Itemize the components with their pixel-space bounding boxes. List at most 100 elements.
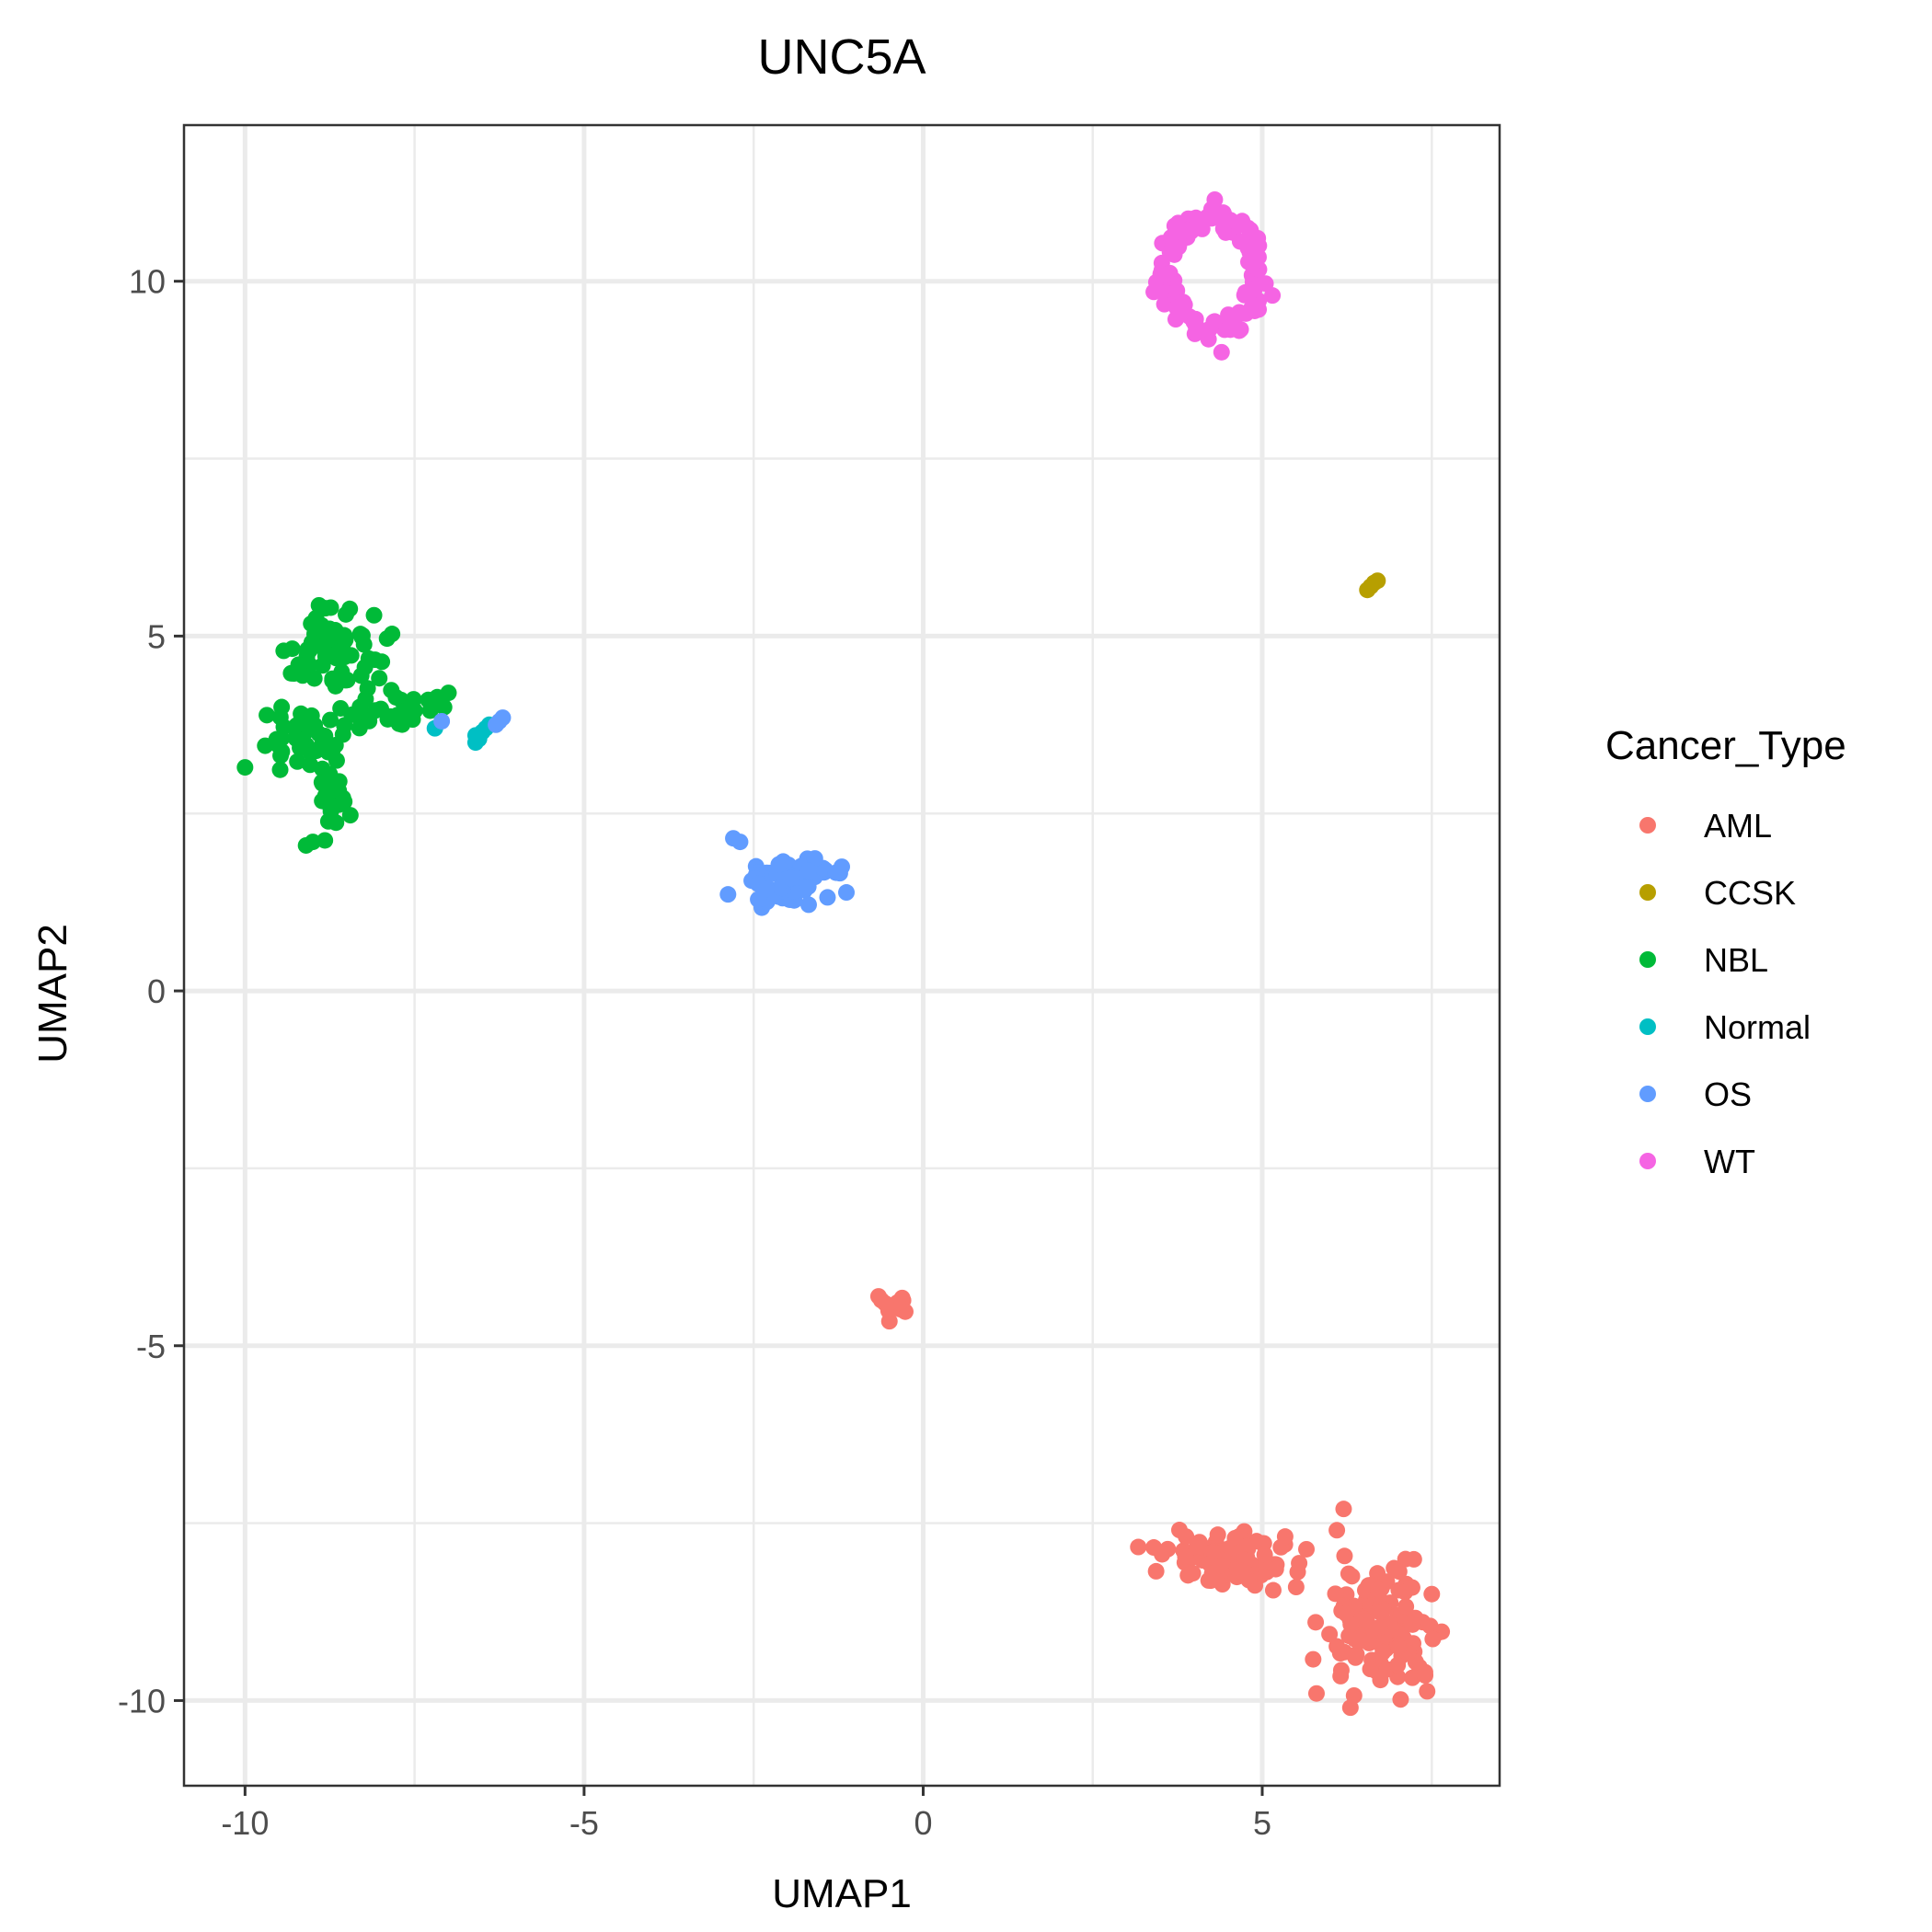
point-aml [1405, 1550, 1422, 1568]
point-wt [1162, 229, 1179, 247]
point-nbl [236, 759, 254, 776]
series-wt [1145, 190, 1282, 361]
point-aml [1362, 1661, 1379, 1678]
point-aml [1256, 1546, 1273, 1563]
point-nbl [327, 677, 344, 695]
point-aml [1177, 1547, 1194, 1565]
point-ccsk [1362, 578, 1379, 595]
point-aml [1232, 1562, 1249, 1580]
point-nbl [314, 733, 331, 751]
point-wt [1187, 310, 1204, 328]
point-os [782, 869, 799, 887]
point-wt [1193, 220, 1211, 237]
point-nbl [316, 623, 333, 640]
legend-label-nbl: NBL [1704, 941, 1768, 979]
point-wt [1206, 190, 1224, 208]
legend-key-normal [1639, 1018, 1656, 1035]
point-wt [1157, 266, 1175, 283]
point-os [819, 889, 836, 906]
point-aml [1189, 1537, 1206, 1555]
point-aml [1209, 1526, 1226, 1544]
point-wt [1186, 325, 1203, 342]
point-nbl [305, 834, 322, 851]
point-nbl [371, 670, 388, 687]
point-os [806, 850, 823, 868]
point-aml [1357, 1613, 1374, 1630]
point-aml [1291, 1555, 1308, 1572]
point-nbl [316, 648, 334, 665]
chart-title: UNC5A [757, 29, 926, 85]
point-aml [1397, 1583, 1414, 1601]
point-os [731, 834, 749, 851]
point-aml [1147, 1562, 1165, 1580]
data-points [236, 190, 1451, 1717]
point-nbl [394, 710, 411, 728]
y-axis-title: UMAP2 [30, 924, 75, 1064]
point-os [799, 878, 817, 895]
point-nbl [361, 712, 378, 730]
point-aml [1332, 1662, 1350, 1679]
series-ccsk [1359, 572, 1386, 599]
point-nbl [275, 642, 293, 660]
point-aml [880, 1313, 898, 1330]
point-nbl [332, 699, 350, 717]
point-wt [1246, 237, 1263, 255]
point-aml [889, 1294, 906, 1311]
point-nbl [257, 737, 274, 754]
point-os [719, 886, 737, 903]
y-axis-ticks: -10 -5 0 5 10 [118, 263, 184, 1719]
point-os [799, 862, 817, 880]
plot-background [184, 125, 1500, 1786]
point-nbl [327, 737, 344, 754]
grid-lines [184, 125, 1500, 1786]
point-nbl [365, 606, 383, 624]
point-nbl [271, 761, 289, 778]
point-aml [1341, 1699, 1359, 1717]
point-wt [1200, 330, 1217, 348]
point-aml [1327, 1585, 1344, 1603]
point-aml [1338, 1604, 1355, 1622]
point-aml [1343, 1568, 1361, 1585]
point-aml [1267, 1560, 1284, 1578]
x-tick-label: -10 [221, 1804, 269, 1842]
point-wt [1264, 287, 1282, 305]
point-wt [1218, 213, 1236, 230]
point-os [838, 884, 856, 902]
point-nbl [374, 653, 391, 671]
point-wt [1244, 282, 1261, 299]
point-aml [1321, 1626, 1339, 1643]
point-aml [1130, 1538, 1147, 1556]
point-os [490, 712, 508, 730]
y-tick-label: 5 [147, 617, 166, 655]
point-aml [1307, 1614, 1325, 1631]
point-aml [1419, 1683, 1436, 1700]
point-nbl [322, 599, 339, 616]
point-os [770, 856, 788, 873]
point-wt [1213, 343, 1230, 361]
point-aml [1287, 1579, 1305, 1596]
point-nbl [352, 667, 370, 684]
x-tick-label: 5 [1253, 1804, 1271, 1842]
point-nbl [336, 632, 353, 650]
y-tick-label: -5 [136, 1328, 166, 1365]
point-aml [1423, 1585, 1441, 1603]
point-aml [877, 1294, 894, 1312]
point-wt [1205, 313, 1223, 330]
point-nbl [321, 798, 339, 815]
point-aml [1184, 1565, 1202, 1582]
point-aml [1397, 1598, 1415, 1616]
legend: Cancer_Type AML CCSK NBL Normal OS WT [1605, 723, 1846, 1180]
y-tick-label: 10 [129, 263, 166, 301]
point-nbl [341, 807, 359, 824]
point-wt [1226, 309, 1244, 327]
point-nbl [292, 715, 309, 732]
point-nbl [259, 707, 276, 724]
point-aml [1392, 1691, 1409, 1708]
series-aml [869, 1288, 1451, 1717]
point-nbl [341, 600, 359, 617]
point-nbl [336, 793, 353, 811]
point-aml [1371, 1618, 1388, 1636]
legend-key-aml [1639, 817, 1656, 834]
point-aml [1336, 1643, 1353, 1661]
